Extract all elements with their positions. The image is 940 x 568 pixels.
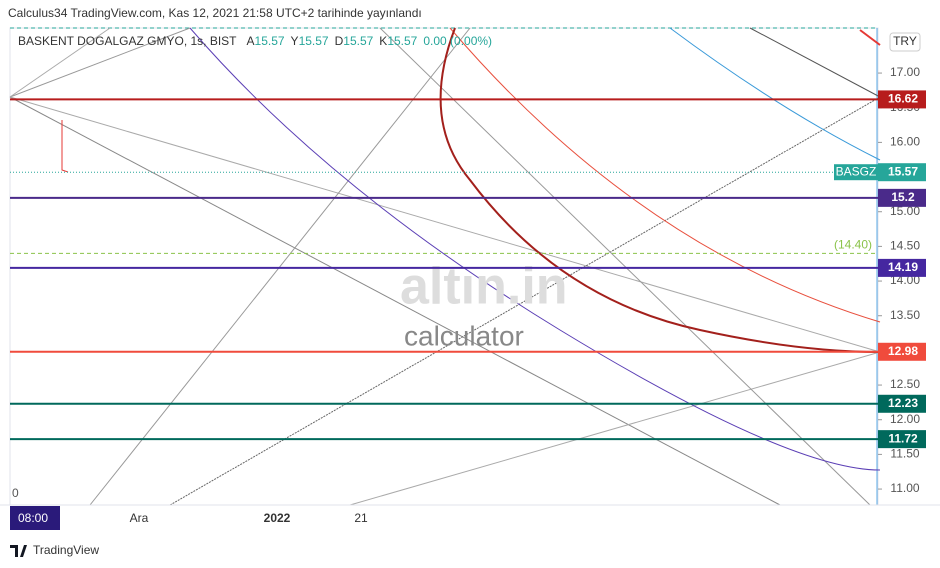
gann-line bbox=[379, 27, 871, 506]
y-tick-label: 17.00 bbox=[890, 65, 920, 79]
ohlc-label: Y bbox=[291, 34, 299, 48]
y-tick-label: 16.00 bbox=[890, 135, 920, 149]
gann-line bbox=[349, 351, 881, 506]
ohlc-label: A bbox=[247, 34, 255, 48]
level-label-box bbox=[878, 188, 926, 207]
x-tick-label: 2022 bbox=[264, 511, 291, 525]
price-value-box bbox=[878, 163, 926, 182]
arc bbox=[189, 27, 881, 471]
gann-line bbox=[9, 96, 781, 506]
level-label-box bbox=[878, 258, 926, 277]
header-title: Calculus34 TradingView.com, Kas 12, 2021… bbox=[8, 6, 422, 20]
volume-label: 0 bbox=[12, 486, 19, 500]
y-tick-label: 15.00 bbox=[890, 204, 920, 218]
currency-box bbox=[889, 32, 921, 52]
y-tick-label: 11.50 bbox=[890, 447, 919, 461]
gann-line bbox=[169, 96, 881, 506]
level-label: 14.19 bbox=[888, 260, 918, 274]
y-tick-label: 12.00 bbox=[890, 412, 920, 426]
gann-line bbox=[749, 27, 881, 98]
currency: TRY bbox=[893, 34, 917, 48]
level-label: 16.62 bbox=[888, 92, 918, 106]
ohlc-value: 15.57 bbox=[343, 34, 373, 48]
x-tick-label: 21 bbox=[354, 511, 368, 525]
watermark-sub: calculator bbox=[404, 320, 524, 351]
arc bbox=[439, 27, 881, 353]
level-label: 11.72 bbox=[888, 431, 918, 445]
x-tick-label: Ara bbox=[130, 511, 149, 525]
change: 0.00 (0.00%) bbox=[423, 34, 492, 48]
ohlc-label: K bbox=[379, 34, 387, 48]
ohlc-value: 15.57 bbox=[299, 34, 329, 48]
price-value: 15.57 bbox=[888, 164, 918, 178]
y-tick-label: 13.50 bbox=[890, 308, 920, 322]
x-tick-label: 08:00 bbox=[18, 511, 48, 525]
ohlc-value: 15.57 bbox=[387, 34, 417, 48]
level-label-box bbox=[878, 90, 926, 109]
drawings bbox=[9, 27, 881, 506]
gann-line bbox=[9, 27, 111, 98]
y-tick-label: 11.00 bbox=[890, 481, 919, 495]
y-tick-label: 14.50 bbox=[890, 239, 920, 253]
ray bbox=[859, 29, 881, 46]
y-tick-label: 12.50 bbox=[890, 377, 920, 391]
level-label-box bbox=[878, 430, 926, 449]
arc bbox=[449, 27, 881, 323]
footer-logo bbox=[10, 545, 27, 557]
level-label-box bbox=[878, 394, 926, 413]
ohlc-value: 15.57 bbox=[255, 34, 285, 48]
arc bbox=[669, 27, 881, 161]
x-cursor-box bbox=[10, 506, 60, 530]
footer-brand: TradingView bbox=[33, 543, 99, 557]
marker-label: (14.40) bbox=[834, 237, 872, 251]
gann-line bbox=[89, 27, 471, 506]
gann-line bbox=[9, 27, 191, 98]
level-label-box bbox=[878, 342, 926, 361]
price-name-box bbox=[834, 164, 878, 181]
watermark-brand: altın.in bbox=[400, 258, 568, 316]
bracket bbox=[61, 120, 69, 173]
gann-line bbox=[9, 96, 881, 353]
level-label: 15.2 bbox=[891, 190, 915, 204]
price-name: BASGZ bbox=[836, 164, 877, 178]
level-label: 12.98 bbox=[888, 344, 918, 358]
symbol: BASKENT DOGALGAZ GMYO, 1s, BIST bbox=[18, 34, 237, 48]
level-label: 12.23 bbox=[888, 396, 918, 410]
ohlc-label: D bbox=[335, 34, 344, 48]
